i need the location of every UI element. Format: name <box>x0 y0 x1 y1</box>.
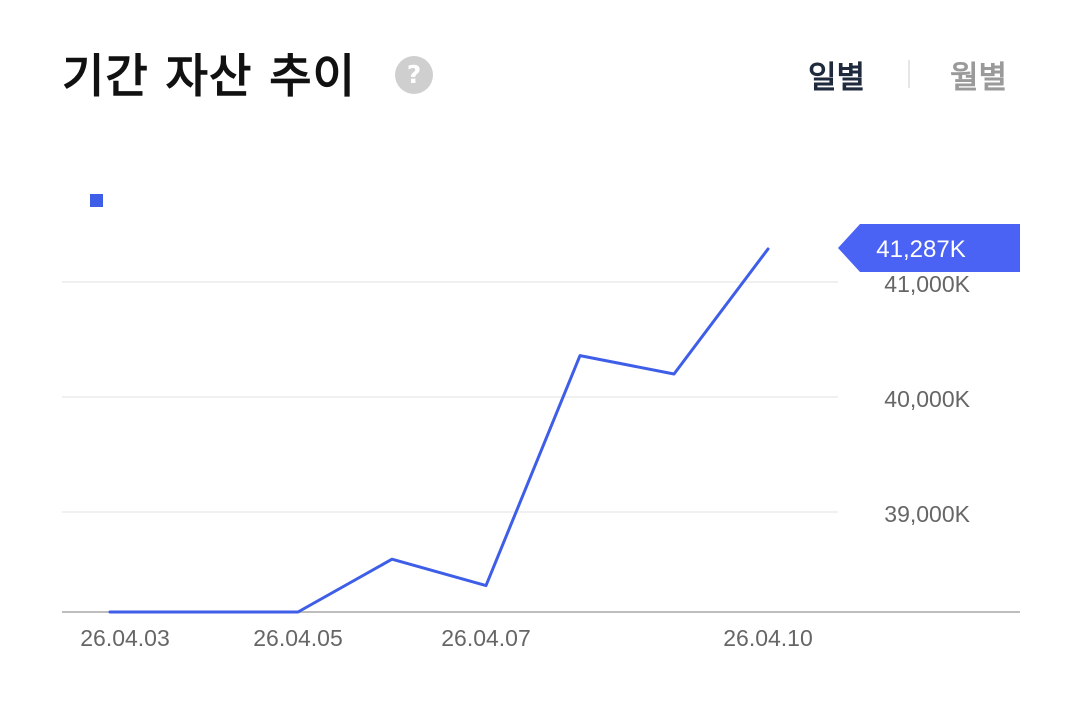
last-value-badge <box>838 224 1020 272</box>
question-mark-icon[interactable]: ? <box>395 56 433 94</box>
legend-marker <box>90 194 103 207</box>
x-tick-label: 26.04.10 <box>723 625 813 651</box>
y-tick-label: 39,000K <box>884 501 970 527</box>
period-monthly-tab[interactable]: 월별 <box>950 60 1008 96</box>
period-daily-tab[interactable]: 일별 <box>808 60 866 96</box>
last-value-label: 41,287K <box>876 236 965 263</box>
y-tick-label: 41,000K <box>884 271 970 297</box>
period-toggle: 일별 월별 <box>760 52 1020 96</box>
period-divider <box>908 60 910 88</box>
y-tick-label: 40,000K <box>884 386 970 412</box>
series-line <box>108 247 770 614</box>
x-tick-label: 26.04.05 <box>253 625 343 651</box>
page-title: 기간 자산 추이 <box>62 49 356 103</box>
x-tick-label: 26.04.03 <box>80 625 170 651</box>
x-tick-label: 26.04.07 <box>441 625 531 651</box>
